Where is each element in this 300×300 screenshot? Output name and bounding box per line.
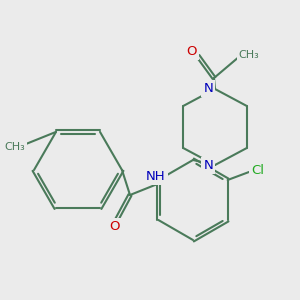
Text: N: N: [203, 159, 213, 172]
Text: O: O: [110, 220, 120, 233]
Text: O: O: [186, 45, 197, 58]
Text: NH: NH: [146, 169, 166, 182]
Text: Cl: Cl: [251, 164, 265, 177]
Text: CH₃: CH₃: [238, 50, 260, 59]
Text: CH₃: CH₃: [4, 142, 25, 152]
Text: N: N: [203, 82, 213, 95]
